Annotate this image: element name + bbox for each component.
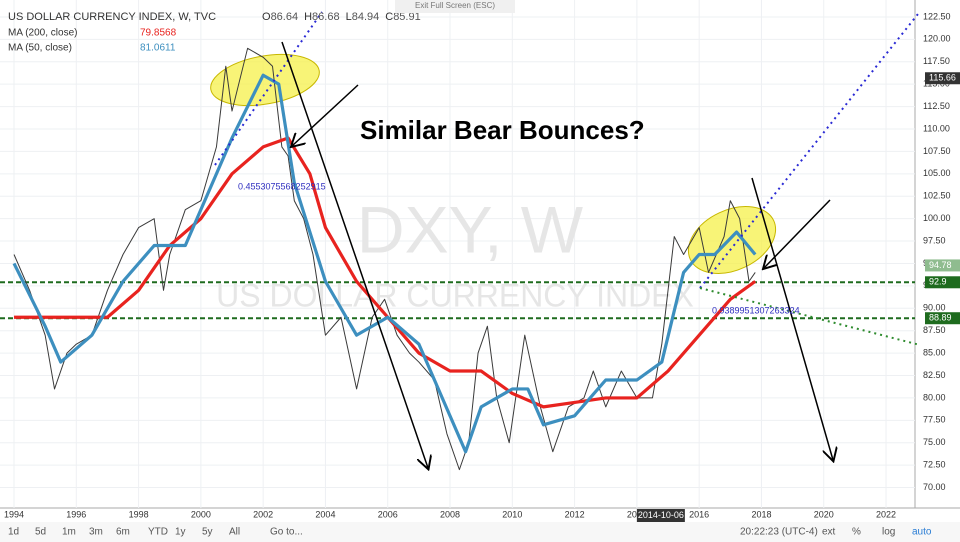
arrow [751,177,833,460]
price-label: 88.89 [929,313,952,323]
y-tick-label: 90.00 [923,303,946,313]
fib-label: 0.4553075568252915 [238,181,326,191]
x-tick-label: 2016 [689,509,709,519]
ohlc-key: O [262,11,271,23]
exit-button-label[interactable]: Exit Full Screen (ESC) [415,1,495,10]
trend-line [699,287,921,346]
price-label-box [925,259,960,272]
ma-line [12,73,757,454]
crosshair-x-box [636,509,685,522]
toolbar [0,522,960,542]
price-label-box [925,312,960,325]
fib-label: 0.9389951307263324 [712,305,800,315]
ohlc-key: L [346,11,352,23]
option-button[interactable]: auto [912,527,932,538]
ohlc-value: 86.64 [271,11,299,23]
x-tick-label: 2002 [253,509,273,519]
clock: 20:22:23 (UTC-4) [740,527,818,538]
crosshair-x-label: 2014-10-06 [638,510,684,520]
x-tick-label: 2012 [565,509,585,519]
toolbar-items: 1d 5d 1m 3m 6m YTD 1y 5y All Go to... 20:22:23 (UT… [8,527,932,538]
y-tick-label: 110.00 [923,123,950,133]
range-button[interactable]: 3m [89,527,103,538]
option-button[interactable]: ext [822,527,836,538]
symbol-title: US DOLLAR CURRENCY INDEX, W, TVC [8,11,216,23]
range-button[interactable]: 5y [202,527,213,538]
ohlc-value: 84.94 [352,11,380,23]
option-button[interactable]: % [852,527,861,538]
x-tick-label: 2004 [315,509,335,519]
y-tick-label: 72.50 [923,460,946,470]
y-tick-label: 117.50 [923,56,950,66]
price-label: 92.9 [929,277,947,287]
x-tick-label: 1994 [4,509,24,519]
legend-value: 79.8568 [140,28,177,39]
x-tick-label: 2006 [378,509,398,519]
x-tick-label: 2010 [502,509,522,519]
y-tick-label: 97.50 [923,235,946,245]
y-tick-label: 102.50 [923,191,951,201]
price-label: 115.66 [929,73,956,83]
y-tick-label: 87.50 [923,325,946,335]
range-button[interactable]: All [229,527,240,538]
ohlc-key: C [385,11,393,23]
x-tick-label: 1998 [129,509,149,519]
y-tick-label: 122.50 [923,11,951,21]
range-button[interactable]: 6m [116,527,130,538]
highlight-ellipse [687,206,777,274]
y-tick-label: 82.50 [923,370,946,380]
x-tick-label: 2020 [814,509,834,519]
y-tick-label: 100.00 [923,213,951,223]
ohlc-key: H [304,11,312,23]
x-tick-label: 2008 [440,509,460,519]
price-label-box [925,276,960,289]
exit-button[interactable] [395,0,515,13]
annotation: Similar Bear Bounces? [360,115,645,145]
ohlc-value: 86.68 [312,11,340,23]
range-button[interactable]: 1m [62,527,76,538]
goto-button[interactable]: Go to... [270,527,303,538]
arrow [764,199,831,268]
x-tick-label: 2000 [191,509,211,519]
range-button[interactable]: 1d [8,527,19,538]
trend-line [214,11,323,166]
y-tick-label: 107.50 [923,146,951,156]
y-tick-label: 70.00 [923,482,946,492]
range-button[interactable]: 1y [175,527,186,538]
arrow [281,41,428,468]
price-label-box [925,72,960,85]
watermark-sub: US DOLLAR CURRENCY INDEX [216,277,694,313]
y-tick-label: 80.00 [923,392,946,402]
watermark: DXY, W [357,192,584,266]
y-tick-label: 105.00 [923,168,951,178]
y-tick-label: 120.00 [923,34,951,44]
y-tick-label: 85.00 [923,347,946,357]
y-tick-label: 77.50 [923,415,946,425]
range-button[interactable]: YTD [148,527,168,538]
plot [0,47,915,471]
arrow [292,84,359,146]
price-label: 94.78 [929,260,952,270]
range-button[interactable]: 5d [35,527,46,538]
legend-entry: MA (200, close) [8,28,77,39]
y-tick-label: 112.50 [923,101,950,111]
y-tick-label: 75.00 [923,437,946,447]
legend-entry: MA (50, close) [8,43,72,54]
x-tick-label: 1996 [66,509,86,519]
x-tick-label: 2022 [876,509,896,519]
trend-line [699,13,919,289]
option-button[interactable]: log [882,527,895,538]
ohlc: O86.64 H86.68 L84.94 C85.91 [262,11,421,23]
x-tick-label: 2018 [751,509,771,519]
ohlc-value: 85.91 [393,11,421,23]
legend-value: 81.0611 [140,43,176,54]
legend: US DOLLAR CURRENCY INDEX, W, TVC O86.64 H… [8,11,421,54]
price-line [13,47,756,471]
